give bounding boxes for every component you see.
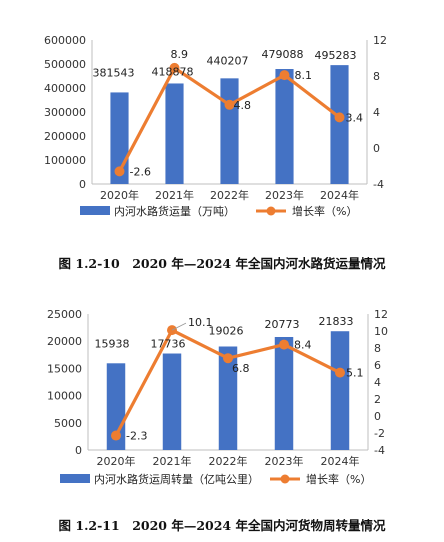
category-label: 2023年	[265, 188, 304, 202]
bar	[275, 69, 294, 184]
bar-value-label: 15938	[95, 337, 130, 350]
right-tick-label: 2	[374, 393, 381, 406]
bar	[165, 83, 184, 184]
rate-value-label: 4.8	[234, 99, 252, 112]
right-tick-label: -2	[374, 427, 385, 440]
category-label: 2020年	[97, 454, 136, 468]
rate-value-label: 8.4	[294, 339, 312, 352]
right-tick-label: 0	[373, 142, 380, 155]
bar	[330, 65, 349, 184]
line-marker	[279, 339, 289, 350]
bar-value-label: 495283	[315, 49, 357, 62]
legend-bar-label: 内河水路货运周转量（亿吨公里）	[94, 472, 259, 486]
rate-value-label: -2.6	[130, 165, 151, 178]
left-tick-label: 100000	[44, 154, 86, 167]
line-marker	[224, 99, 235, 110]
bar-value-label: 479088	[262, 48, 304, 61]
rate-value-label: 3.4	[346, 111, 364, 124]
left-tick-label: 10000	[47, 390, 82, 403]
right-tick-label: 10	[374, 325, 388, 338]
bar-value-label: 418878	[152, 65, 194, 78]
right-tick-label: 8	[373, 70, 380, 83]
bar-value-label: 19026	[209, 324, 244, 337]
bar	[218, 346, 238, 450]
right-tick-label: 12	[373, 34, 387, 47]
left-tick-label: 0	[75, 444, 82, 457]
left-tick-label: 20000	[47, 335, 82, 348]
right-tick-label: 4	[374, 376, 381, 389]
bar	[330, 331, 350, 450]
line-marker	[279, 70, 290, 81]
category-label: 2024年	[320, 188, 359, 202]
rate-value-label: 8.1	[295, 69, 313, 82]
line-marker	[335, 367, 345, 378]
freight-turnover-chart: 0 5000 10000 15000 20000 25000 -4 -2 0 2 4 6 8 10 12 20…	[47, 308, 388, 486]
rate-value-label: 6.8	[232, 362, 250, 375]
category-label: 2021年	[153, 454, 192, 468]
right-tick-label: 12	[374, 308, 388, 321]
category-label: 2021年	[155, 188, 194, 202]
label-leader-line	[171, 322, 187, 331]
line-marker	[223, 353, 233, 364]
legend-line-label: 增长率（%）	[306, 472, 371, 486]
line-marker	[111, 430, 121, 441]
category-label: 2022年	[209, 454, 248, 468]
legend-line-marker	[266, 206, 276, 216]
legend-line-marker	[280, 474, 290, 484]
legend-line-label: 增长率（%）	[292, 204, 357, 218]
bar-value-label: 20773	[265, 318, 300, 331]
left-tick-label: 300000	[44, 106, 86, 119]
line-marker	[169, 62, 180, 73]
right-tick-label: -4	[373, 178, 384, 191]
category-label: 2022年	[210, 188, 249, 202]
figure-caption-2: 图 1.2-11 2020 年—2024 年全国内河货物周转量情况	[58, 518, 386, 533]
left-tick-label: 5000	[54, 417, 82, 430]
right-tick-label: 0	[374, 410, 381, 423]
rate-value-label: 8.9	[171, 48, 189, 61]
line-marker	[114, 166, 125, 177]
right-tick-label: -4	[374, 444, 385, 457]
legend-bar-swatch	[80, 206, 110, 215]
bar-value-label: 17736	[151, 338, 186, 351]
right-tick-label: 6	[374, 359, 381, 372]
bar	[220, 78, 239, 184]
bar	[274, 336, 294, 450]
left-tick-label: 25000	[47, 308, 82, 321]
legend-bar-label: 内河水路货运量（万吨）	[114, 204, 235, 218]
bar-value-label: 381543	[93, 66, 135, 79]
left-tick-label: 500000	[44, 58, 86, 71]
rate-value-label: -2.3	[126, 430, 147, 443]
bar	[162, 353, 182, 450]
left-tick-label: 200000	[44, 130, 86, 143]
bar-value-label: 21833	[319, 315, 354, 328]
left-tick-label: 15000	[47, 362, 82, 375]
bar-value-label: 440207	[207, 54, 249, 67]
right-tick-label: 4	[373, 106, 380, 119]
rate-value-label: 10.1	[188, 316, 213, 329]
left-tick-label: 0	[79, 178, 86, 191]
legend-bar-swatch	[60, 474, 90, 483]
category-label: 2024年	[321, 454, 360, 468]
category-label: 2020年	[100, 188, 139, 202]
rate-value-label: 5.1	[346, 367, 364, 380]
left-tick-label: 400000	[44, 82, 86, 95]
left-tick-label: 600000	[44, 34, 86, 47]
right-tick-label: 8	[374, 342, 381, 355]
freight-volume-chart: 0 100000 200000 300000 400000 500000 600000 -4 0…	[44, 34, 387, 218]
category-label: 2023年	[265, 454, 304, 468]
figure-caption-1: 图 1.2-10 2020 年—2024 年全国内河水路货运量情况	[58, 256, 386, 271]
line-marker	[334, 112, 345, 123]
